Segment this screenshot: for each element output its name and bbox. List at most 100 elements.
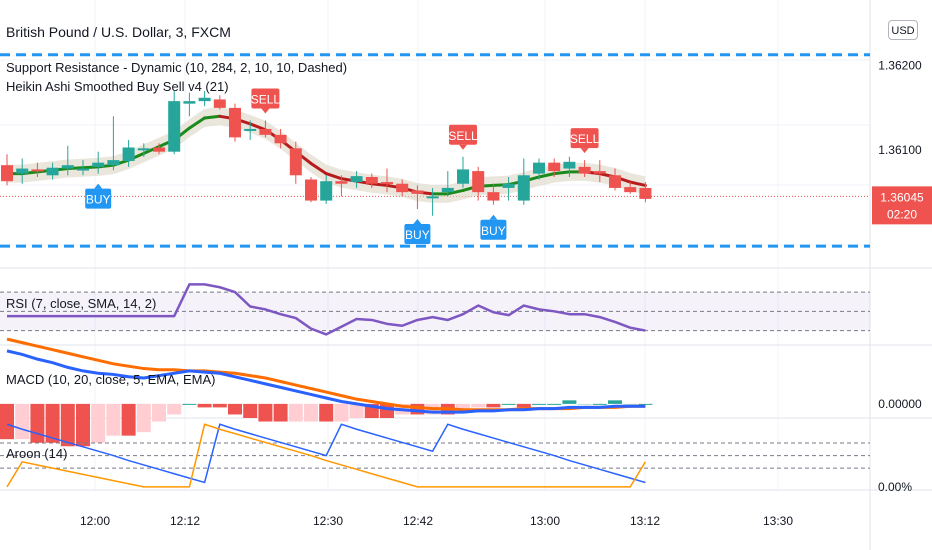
ha-smoothed-segment <box>370 182 389 187</box>
candle[interactable] <box>77 160 89 176</box>
candle[interactable] <box>457 156 469 188</box>
current-price-tag[interactable] <box>872 186 932 225</box>
macd-line[interactable] <box>6 349 646 414</box>
aroon-up-line[interactable] <box>6 423 646 484</box>
candle[interactable] <box>305 176 317 203</box>
candle-body <box>365 176 378 184</box>
candle[interactable] <box>137 143 150 157</box>
aroon-axis-label[interactable]: 0.00% <box>878 480 912 494</box>
candle[interactable] <box>1 154 13 186</box>
candle-body <box>244 128 257 131</box>
candle[interactable] <box>624 182 637 194</box>
candle[interactable] <box>92 151 105 174</box>
candle[interactable] <box>578 160 591 177</box>
candle[interactable] <box>168 91 181 155</box>
candle[interactable] <box>517 158 530 205</box>
price-axis-label[interactable]: 1.36200 <box>878 59 922 73</box>
candle[interactable] <box>320 175 333 204</box>
candle[interactable] <box>61 145 74 176</box>
sell-signal[interactable]: SELL <box>251 88 281 114</box>
price-axis-label[interactable]: 1.36100 <box>878 143 922 157</box>
candle-body <box>16 168 29 174</box>
candle-body <box>137 148 150 151</box>
time-axis-label[interactable]: 12:12 <box>170 514 200 528</box>
macd-histogram-bar <box>106 403 121 436</box>
rsi-legend[interactable]: RSI (7, close, SMA, 14, 2) <box>6 296 157 311</box>
time-axis-label[interactable]: 12:00 <box>80 514 110 528</box>
candle[interactable] <box>548 158 561 177</box>
rsi-pane[interactable] <box>0 283 870 336</box>
candle[interactable] <box>533 158 545 180</box>
price-axis[interactable]: 1.36200 1.36100 1.36045 02:20 0.00000 0.00% <box>872 59 932 494</box>
currency-button[interactable]: USD <box>888 20 918 40</box>
buy-signal[interactable]: BUY <box>480 214 507 240</box>
candle-body <box>259 128 272 135</box>
candle[interactable] <box>153 143 165 155</box>
time-axis-label[interactable]: 13:30 <box>763 514 793 528</box>
sell-signal[interactable]: SELL <box>570 128 600 154</box>
time-axis-label[interactable]: 12:30 <box>313 514 343 528</box>
aroon-legend[interactable]: Aroon (14) <box>6 446 68 461</box>
macd-legend[interactable]: MACD (10, 20, close, 5, EMA, EMA) <box>6 372 216 387</box>
buy-signal-pointer <box>94 183 103 189</box>
candle[interactable] <box>350 171 363 188</box>
buy-signal-pointer <box>489 214 498 220</box>
candle-body <box>396 183 409 193</box>
candle[interactable] <box>365 173 378 188</box>
price-pane[interactable]: SELL BUY SELL BUY BUY SELL <box>0 53 870 248</box>
candle[interactable] <box>502 176 515 201</box>
symbol-title[interactable]: British Pound / U.S. Dollar, 3, FXCM <box>6 24 231 40</box>
macd-pane[interactable] <box>0 337 653 447</box>
candle[interactable] <box>229 103 241 142</box>
candle[interactable] <box>31 162 44 177</box>
candle[interactable] <box>259 120 272 138</box>
candle[interactable] <box>198 91 211 107</box>
candle[interactable] <box>335 175 348 197</box>
candle[interactable] <box>46 162 59 180</box>
candle[interactable] <box>609 168 621 191</box>
candle[interactable] <box>593 160 606 183</box>
candle[interactable] <box>274 128 287 149</box>
candle-body <box>46 167 59 176</box>
candle-body <box>213 99 226 108</box>
buy-signal[interactable]: BUY <box>85 183 112 209</box>
candle[interactable] <box>122 139 135 167</box>
support-resistance-legend[interactable]: Support Resistance - Dynamic (10, 284, 2… <box>6 60 348 75</box>
ha-smoothed-band <box>7 107 646 203</box>
candle[interactable] <box>639 182 652 203</box>
buy-signal[interactable]: BUY <box>404 219 431 245</box>
candle[interactable] <box>396 179 409 197</box>
candle[interactable] <box>441 171 454 197</box>
rsi-line[interactable] <box>7 283 646 336</box>
candle[interactable] <box>487 183 500 205</box>
candle[interactable] <box>563 156 576 177</box>
candle[interactable] <box>16 158 29 184</box>
time-axis-label[interactable]: 13:12 <box>630 514 660 528</box>
candle[interactable] <box>244 120 257 140</box>
sell-signal[interactable]: SELL <box>448 124 478 150</box>
macd-histogram-bar <box>212 403 227 408</box>
time-axis[interactable]: 12:00 12:12 12:30 12:42 13:00 13:12 13:30 <box>80 514 793 528</box>
macd-axis-label[interactable]: 0.00000 <box>878 397 922 411</box>
candle[interactable] <box>289 141 302 184</box>
candle[interactable] <box>411 185 424 210</box>
candle-body <box>31 169 44 172</box>
heikin-ashi-legend[interactable]: Heikin Ashi Smoothed Buy Sell v4 (21) <box>6 79 229 94</box>
candle[interactable] <box>183 92 196 117</box>
candle[interactable] <box>426 187 439 216</box>
candle[interactable] <box>472 166 485 201</box>
macd-histogram-bar <box>288 403 303 422</box>
macd-histogram-bar <box>592 403 607 405</box>
candle[interactable] <box>213 95 226 110</box>
candle-body <box>198 97 211 102</box>
candle-body <box>593 171 606 174</box>
aroon-down-line[interactable] <box>6 423 647 488</box>
time-axis-label[interactable]: 12:42 <box>403 514 433 528</box>
time-axis-label[interactable]: 13:00 <box>530 514 560 528</box>
aroon-pane[interactable] <box>0 423 870 488</box>
candle-body <box>122 147 135 161</box>
macd-histogram-bar <box>91 403 106 443</box>
candle[interactable] <box>381 168 393 193</box>
candle[interactable] <box>107 116 120 171</box>
